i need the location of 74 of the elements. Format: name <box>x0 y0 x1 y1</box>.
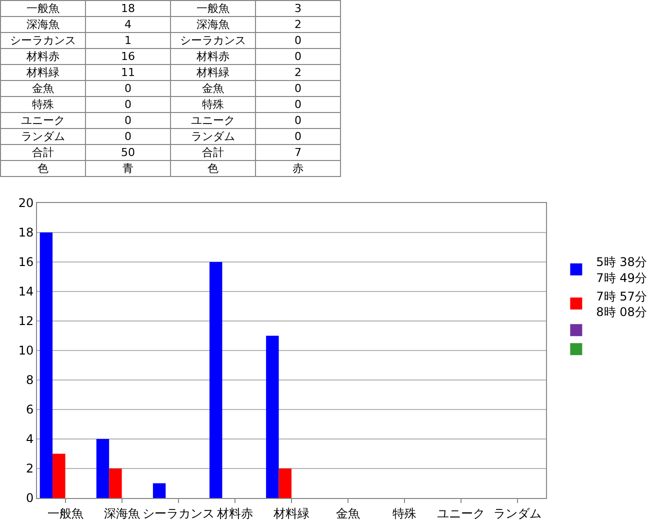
text: ユニーク <box>0 112 86 128</box>
text: 0 <box>86 80 170 96</box>
text: 材料緑 <box>170 64 256 80</box>
text: 深海魚 <box>170 16 256 32</box>
x-tick-label: 材料緑 <box>272 506 310 520</box>
text: 金魚 <box>170 80 256 96</box>
text: 材料赤 <box>0 48 86 64</box>
x-tick-label: 材料赤 <box>216 506 253 520</box>
x-tick-label: ランダム <box>494 506 542 520</box>
legend-label: 7時 57分 8時 08分 <box>596 289 647 320</box>
bar <box>109 468 122 498</box>
y-tick-label: 16 <box>18 255 34 270</box>
text: ランダム <box>170 128 256 144</box>
y-tick-label: 8 <box>26 373 34 388</box>
text: 色 <box>170 160 256 176</box>
y-tick-label: 10 <box>18 344 34 358</box>
text: 3 <box>256 0 340 16</box>
x-tick-label: 一般魚 <box>47 506 84 520</box>
x-tick-label: 金魚 <box>336 506 360 520</box>
y-tick-label: 12 <box>18 314 34 328</box>
bar <box>40 232 53 498</box>
text: 深海魚 <box>0 16 86 32</box>
y-tick-label: 0 <box>26 491 34 506</box>
text: 1 <box>86 32 170 48</box>
text: 材料緑 <box>0 64 86 80</box>
text: 金魚 <box>0 80 86 96</box>
text: 4 <box>86 16 170 32</box>
text: 16 <box>86 48 170 64</box>
text: 特殊 <box>170 96 256 112</box>
y-tick-label: 14 <box>18 284 34 299</box>
text: 一般魚 <box>170 0 256 16</box>
bar <box>278 468 292 498</box>
legend-label: 5時 38分 7時 49分 <box>596 255 647 285</box>
x-tick-label: ユニーク <box>437 506 486 520</box>
text: 0 <box>86 96 170 112</box>
text: 0 <box>86 112 170 128</box>
text: 18 <box>86 0 170 16</box>
text: 青 <box>86 160 170 176</box>
text: 合計 <box>0 144 86 160</box>
bar <box>152 483 166 498</box>
x-tick-label: シーラカンス <box>142 506 214 520</box>
text: 50 <box>86 144 170 160</box>
text: 2 <box>256 16 340 32</box>
text: 0 <box>256 32 340 48</box>
text: シーラカンス <box>0 32 86 48</box>
text: ユニーク <box>170 112 256 128</box>
y-tick-label: 4 <box>26 432 34 446</box>
text: 0 <box>86 128 170 144</box>
bar <box>209 262 222 498</box>
text: 合計 <box>170 144 256 160</box>
text: 0 <box>256 128 340 144</box>
text: 2 <box>256 64 340 80</box>
y-tick-label: 18 <box>18 226 34 240</box>
text: 0 <box>256 112 340 128</box>
text: 0 <box>256 80 340 96</box>
x-tick-label: 深海魚 <box>104 506 140 520</box>
y-tick-label: 6 <box>26 402 34 417</box>
text: 特殊 <box>0 96 86 112</box>
text: ランダム <box>0 128 86 144</box>
bar <box>96 439 110 498</box>
text: 11 <box>86 64 170 80</box>
text: 7 <box>256 144 340 160</box>
text: 材料赤 <box>170 48 256 64</box>
text: シーラカンス <box>170 32 256 48</box>
x-tick-label: 特殊 <box>392 506 417 520</box>
text: 0 <box>256 48 340 64</box>
text: 赤 <box>256 160 340 176</box>
text: 一般魚 <box>0 0 86 16</box>
y-tick-label: 20 <box>18 196 34 210</box>
text: 色 <box>0 160 86 176</box>
bar <box>266 336 279 498</box>
y-tick-label: 2 <box>26 462 34 476</box>
text: 0 <box>256 96 340 112</box>
bar <box>52 454 66 498</box>
